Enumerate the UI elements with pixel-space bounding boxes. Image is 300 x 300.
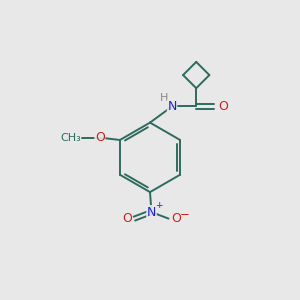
Text: N: N (147, 206, 156, 219)
Text: +: + (155, 201, 163, 210)
Text: O: O (218, 100, 228, 113)
Text: H: H (160, 93, 168, 103)
Text: O: O (122, 212, 132, 225)
Text: −: − (180, 208, 190, 221)
Text: CH₃: CH₃ (60, 133, 81, 142)
Text: N: N (167, 100, 177, 113)
Text: O: O (95, 131, 105, 144)
Text: O: O (171, 212, 181, 225)
